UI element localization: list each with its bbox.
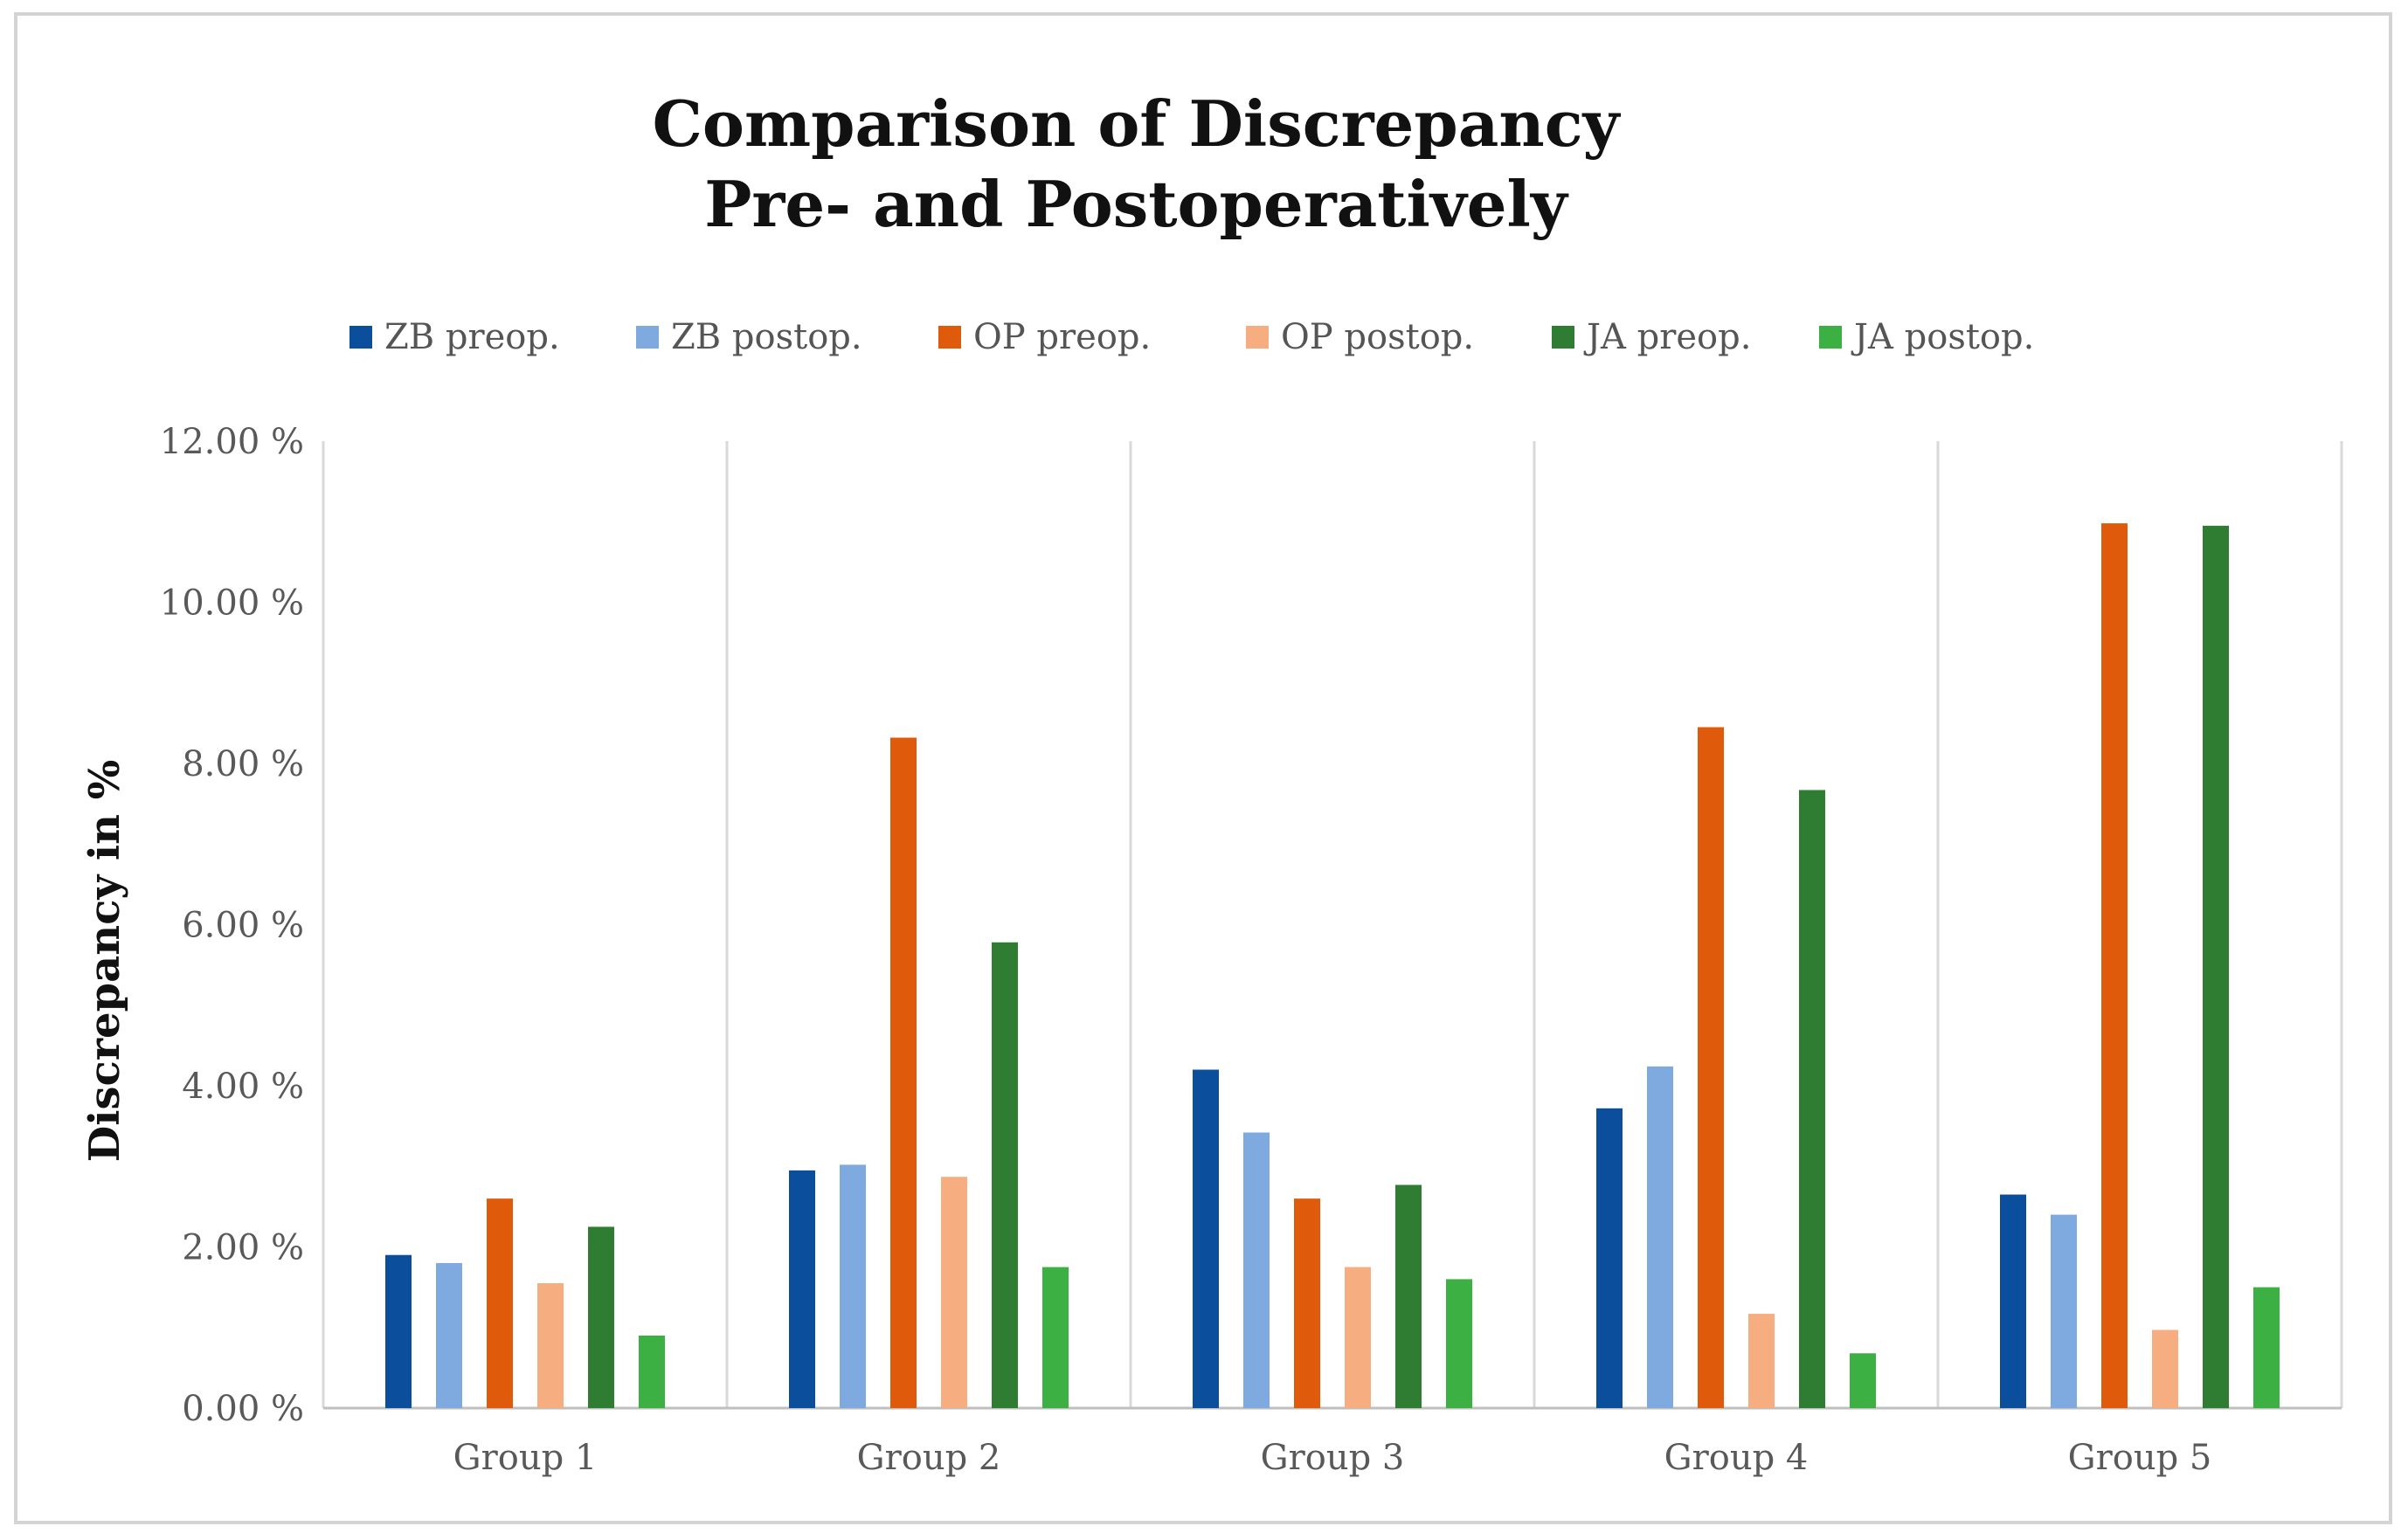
bar-zb-postop-group-5: [2051, 1214, 2077, 1408]
y-tick-label: 10.00 %: [160, 584, 304, 624]
bar-op-postop-group-1: [537, 1283, 564, 1408]
legend-item: OP preop.: [938, 311, 1151, 363]
legend-swatch: [938, 326, 961, 349]
bar-op-preop-group-3: [1294, 1198, 1320, 1408]
y-tick-label: 6.00 %: [182, 906, 304, 946]
y-tick-label: 12.00 %: [160, 422, 304, 462]
chart-title-line-1: Comparison of Discrepancy: [652, 86, 1620, 161]
legend-item: OP postop.: [1246, 311, 1474, 363]
legend-label: ZB postop.: [671, 317, 862, 357]
bar-ja-postop-group-5: [2253, 1287, 2280, 1408]
bar-op-postop-group-2: [941, 1177, 967, 1408]
legend-swatch: [349, 326, 372, 349]
bar-ja-postop-group-2: [1042, 1267, 1069, 1408]
bar-ja-preop-group-2: [992, 942, 1018, 1408]
bar-zb-postop-group-1: [436, 1262, 462, 1408]
bar-ja-preop-group-5: [2203, 525, 2229, 1408]
y-tick-label: 8.00 %: [182, 744, 304, 784]
legend-swatch: [636, 326, 659, 349]
bar-zb-postop-group-3: [1243, 1132, 1270, 1408]
legend-item: ZB preop.: [349, 311, 560, 363]
x-category-label: Group 3: [1261, 1438, 1405, 1478]
bar-op-preop-group-2: [890, 737, 917, 1408]
legend-label: JA preop.: [1587, 317, 1752, 357]
x-category-label: Group 4: [1664, 1438, 1809, 1478]
bar-op-preop-group-4: [1698, 727, 1724, 1408]
bar-op-postop-group-3: [1345, 1267, 1371, 1408]
bar-ja-preop-group-1: [588, 1226, 614, 1408]
bar-ja-postop-group-1: [639, 1335, 665, 1408]
chart-title-line-2: Pre- and Postoperatively: [704, 167, 1567, 241]
legend-swatch: [1552, 326, 1574, 349]
bar-zb-preop-group-1: [385, 1254, 412, 1408]
bar-zb-preop-group-5: [2000, 1194, 2026, 1408]
legend-item: JA preop.: [1552, 311, 1751, 363]
bar-ja-postop-group-4: [1850, 1353, 1876, 1408]
legend-label: OP postop.: [1281, 317, 1475, 357]
bar-op-postop-group-4: [1748, 1314, 1775, 1408]
bar-zb-postop-group-4: [1647, 1066, 1673, 1408]
bar-ja-preop-group-3: [1395, 1184, 1422, 1408]
bar-zb-preop-group-4: [1596, 1108, 1623, 1408]
bar-ja-postop-group-3: [1446, 1279, 1472, 1408]
y-tick-label: 2.00 %: [182, 1228, 304, 1268]
bar-op-preop-group-1: [487, 1198, 513, 1408]
chart-title: Comparison of Discrepancy Pre- and Posto…: [0, 84, 2272, 245]
x-category-label: Group 5: [2068, 1438, 2212, 1478]
legend-swatch: [1246, 326, 1269, 349]
bar-op-preop-group-5: [2101, 523, 2128, 1408]
y-tick-label: 0.00 %: [182, 1389, 304, 1429]
bar-zb-preop-group-2: [789, 1170, 815, 1408]
x-category-label: Group 2: [857, 1438, 1001, 1478]
bar-zb-preop-group-3: [1193, 1069, 1219, 1408]
legend-swatch: [1819, 326, 1842, 349]
legend-label: JA postop.: [1854, 317, 2035, 357]
x-category-label: Group 1: [453, 1438, 598, 1478]
bar-zb-postop-group-2: [840, 1164, 866, 1408]
legend-label: OP preop.: [973, 317, 1152, 357]
legend-item: ZB postop.: [636, 311, 862, 363]
bar-ja-preop-group-4: [1799, 790, 1825, 1408]
y-tick-label: 4.00 %: [182, 1067, 304, 1107]
bar-op-postop-group-5: [2152, 1329, 2178, 1408]
legend-label: ZB preop.: [384, 317, 560, 357]
legend-item: JA postop.: [1819, 311, 2034, 363]
